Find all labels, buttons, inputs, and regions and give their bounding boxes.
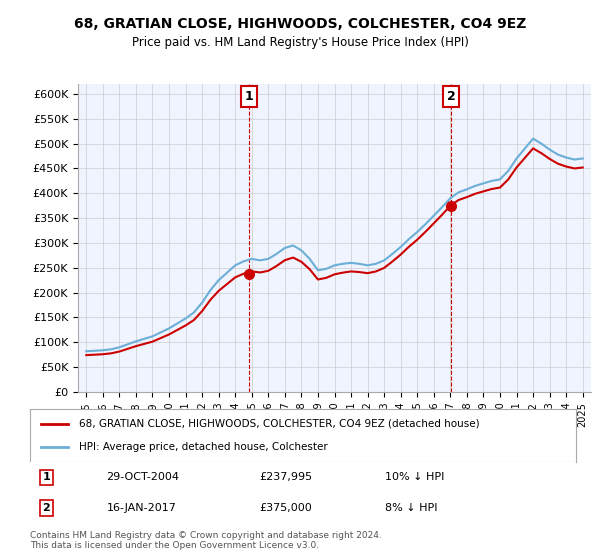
Text: HPI: Average price, detached house, Colchester: HPI: Average price, detached house, Colc… [79,442,328,452]
Text: £375,000: £375,000 [259,503,312,513]
Text: 10% ↓ HPI: 10% ↓ HPI [385,473,444,482]
Text: 1: 1 [43,473,50,482]
Text: 29-OCT-2004: 29-OCT-2004 [106,473,179,482]
Text: 2: 2 [446,90,455,103]
Text: Price paid vs. HM Land Registry's House Price Index (HPI): Price paid vs. HM Land Registry's House … [131,36,469,49]
Text: 1: 1 [245,90,253,103]
Text: 68, GRATIAN CLOSE, HIGHWOODS, COLCHESTER, CO4 9EZ: 68, GRATIAN CLOSE, HIGHWOODS, COLCHESTER… [74,17,526,31]
Text: 68, GRATIAN CLOSE, HIGHWOODS, COLCHESTER, CO4 9EZ (detached house): 68, GRATIAN CLOSE, HIGHWOODS, COLCHESTER… [79,419,480,429]
Text: 8% ↓ HPI: 8% ↓ HPI [385,503,437,513]
Text: Contains HM Land Registry data © Crown copyright and database right 2024.
This d: Contains HM Land Registry data © Crown c… [30,531,382,550]
Text: 2: 2 [43,503,50,513]
Text: £237,995: £237,995 [259,473,313,482]
Text: 16-JAN-2017: 16-JAN-2017 [106,503,176,513]
